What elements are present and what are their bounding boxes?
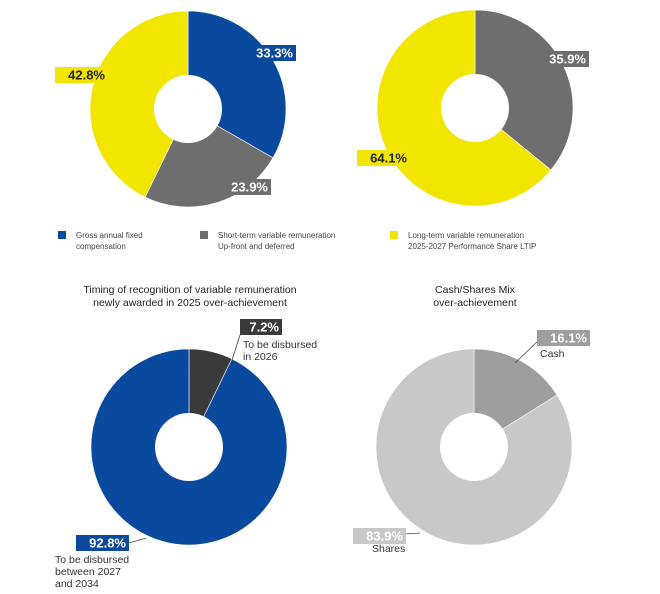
slice-value-label-bg: [353, 528, 406, 544]
slice-value-label: 83.9%: [366, 529, 403, 544]
legend-sublabel: 2025-2027 Performance Share LTIP: [408, 242, 536, 251]
slice-value-label: 92.8%: [89, 536, 126, 551]
slice-value-label: 23.9%: [231, 180, 268, 195]
legend-label: Long-term variable remuneration: [408, 231, 524, 240]
slice-value-label: 42.8%: [68, 68, 105, 83]
slice-value-label: 33.3%: [256, 46, 293, 61]
slice-caption-line: To be disbursed: [243, 339, 317, 351]
legend-sublabel: compensation: [76, 242, 126, 251]
pie-slice: [89, 10, 189, 198]
slice-caption-line: in 2026: [243, 351, 278, 363]
slice-value-label-bg: [55, 67, 108, 83]
donut-hole: [155, 413, 223, 481]
legend: Gross annual fixed compensation Short-term…: [58, 231, 536, 251]
donut-hole: [154, 75, 222, 143]
slice-value-label: 64.1%: [370, 151, 407, 166]
slice-value-label-bg: [76, 535, 129, 551]
slice-value-label-bg: [220, 179, 271, 195]
donut-hole: [441, 74, 509, 142]
pie-chart-4: 16.1% Cash 83.9%Shares Cash/Shares Mixover-…: [353, 284, 590, 555]
slice-value-label: 16.1%: [550, 331, 587, 346]
chart-title-line: Timing of recognition of variable remune…: [83, 284, 296, 296]
slice-value-label: 35.9%: [549, 52, 586, 67]
donut-hole: [440, 413, 508, 481]
legend-swatch: [390, 231, 398, 239]
leader-line: [231, 334, 241, 361]
pie-chart-1: 33.3% 23.9% 42.8%: [55, 10, 296, 208]
slice-caption-line: and 2034: [55, 578, 99, 590]
chart-title-line: Cash/Shares Mix: [435, 284, 516, 296]
slice-value-label-bg: [240, 319, 282, 335]
slice-value-label-bg: [537, 330, 590, 346]
slice-value-label-bg: [245, 45, 296, 61]
slice-value-label: 7.2%: [249, 320, 279, 335]
slice-caption-line: Cash: [540, 348, 565, 360]
leader-line: [404, 532, 421, 535]
leader-line: [514, 341, 538, 364]
leader-line: [128, 537, 147, 544]
chart-title-line: newly awarded in 2025 over-achievement: [93, 297, 287, 309]
slice-value-label-bg: [537, 51, 589, 67]
legend-label: Short-term variable remuneration: [218, 231, 335, 240]
slice-caption-line: To be disbursed: [55, 554, 129, 566]
legend-swatch: [58, 231, 66, 239]
legend-sublabel: Up-front and deferred: [218, 242, 295, 251]
slice-caption-line: between 2027: [55, 566, 121, 578]
pie-chart-2: 35.9% 64.1%: [357, 9, 589, 207]
slice-value-label-bg: [357, 150, 410, 166]
chart-title-line: over-achievement: [433, 297, 517, 309]
slice-caption-line: Shares: [372, 543, 405, 555]
legend-label: Gross annual fixed: [76, 231, 143, 240]
legend-swatch: [200, 231, 208, 239]
